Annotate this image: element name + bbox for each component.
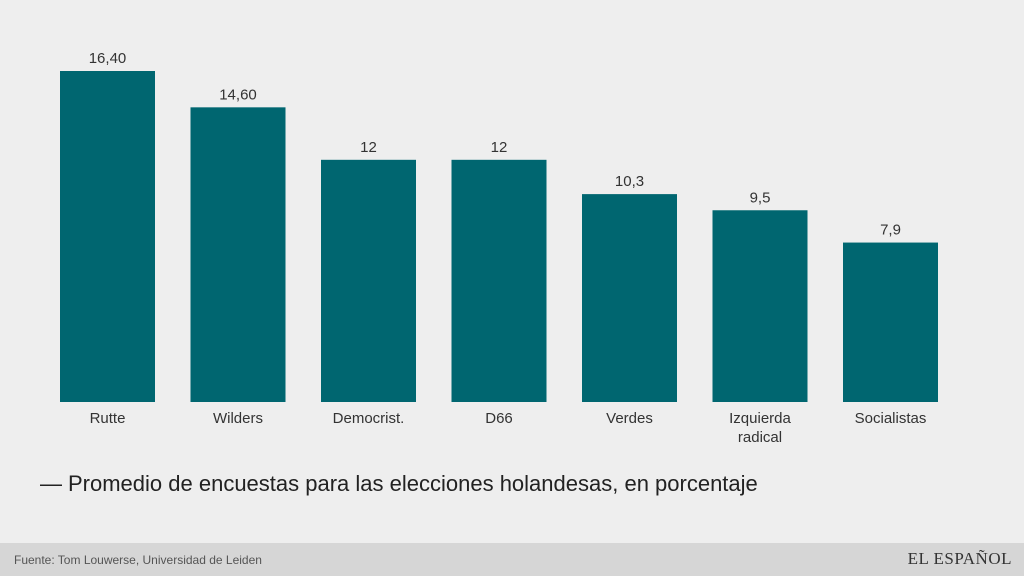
category-label-4: Verdes <box>606 410 653 427</box>
caption-text: Promedio de encuestas para las eleccione… <box>68 471 758 496</box>
bar-6 <box>843 242 938 402</box>
value-label-3: 12 <box>491 139 508 156</box>
bar-3 <box>451 159 547 402</box>
value-label-0: 16,40 <box>89 50 127 67</box>
value-label-4: 10,3 <box>615 173 644 190</box>
category-label-2: Democrist. <box>333 410 405 427</box>
bar-4 <box>582 194 677 402</box>
value-label-1: 14,60 <box>219 86 257 103</box>
value-label-2: 12 <box>360 139 377 156</box>
caption-dash: — <box>40 471 62 496</box>
bar-5 <box>712 210 808 402</box>
bar-0 <box>60 71 155 402</box>
value-label-5: 9,5 <box>750 189 771 206</box>
category-label-5: Izquierda radical <box>729 410 791 446</box>
bar-2 <box>321 159 416 402</box>
value-label-6: 7,9 <box>880 222 901 239</box>
bar-chart: 16,40 Rutte 14,60 Wilders 12 Democrist. 12 D66 1… <box>60 50 938 446</box>
brand-logo: EL ESPAÑOL <box>907 549 1012 568</box>
chart-caption: — Promedio de encuestas para las eleccion… <box>40 471 758 497</box>
category-label-1: Wilders <box>213 410 263 427</box>
chart-svg: 16,40 Rutte 14,60 Wilders 12 Democrist. 12 D66 1… <box>60 50 938 446</box>
source-text: Fuente: Tom Louwerse, Universidad de Lei… <box>14 553 262 567</box>
category-label-0: Rutte <box>90 410 126 427</box>
bar-1 <box>190 107 286 402</box>
category-label-3: D66 <box>485 410 513 427</box>
category-label-6: Socialistas <box>855 410 927 427</box>
footer: Fuente: Tom Louwerse, Universidad de Lei… <box>0 543 1024 576</box>
